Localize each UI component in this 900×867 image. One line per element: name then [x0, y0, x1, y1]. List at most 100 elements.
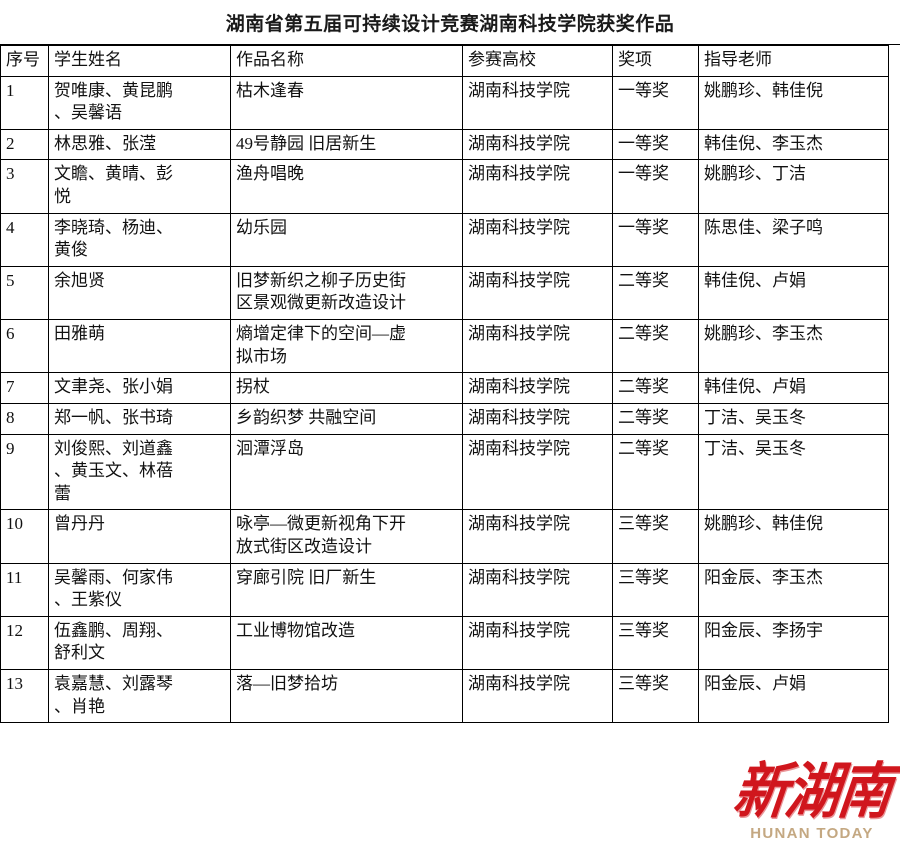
cell-work-title: 乡韵织梦 共融空间: [230, 402, 463, 435]
cell-school: 湖南科技学院: [462, 75, 613, 130]
cell-teacher: 韩佳倪、李玉杰: [698, 128, 889, 161]
cell-line: 郑一帆、张书琦: [54, 407, 173, 427]
table-row: 13 袁嘉慧、刘露琴 、肖艳 落—旧梦拾坊 湖南科技学院 三等奖 阳金辰、卢娟: [0, 669, 889, 724]
cell-line: 、吴馨语: [54, 103, 122, 123]
table-row: 8 郑一帆、张书琦 乡韵织梦 共融空间 湖南科技学院 二等奖 丁洁、吴玉冬: [0, 402, 889, 435]
watermark: 新湖南 HUNAN TODAY: [730, 758, 894, 861]
cell-student-name: 贺唯康、黄昆鹏 、吴馨语: [48, 75, 231, 130]
cell-award: 一等奖: [612, 212, 699, 267]
cell-line: 工业博物馆改造: [236, 620, 355, 640]
table-row: 11 吴馨雨、何家伟 、王紫仪 穿廊引院 旧厂新生 湖南科技学院 三等奖 阳金辰、李玉杰: [0, 562, 889, 617]
cell-line: 拐杖: [236, 377, 270, 397]
cell-line: 旧梦新织之柳子历史街: [236, 270, 406, 290]
cell-award: 一等奖: [612, 75, 699, 130]
cell-student-name: 伍鑫鹏、周翔、 舒利文: [48, 615, 231, 671]
cell-award: 三等奖: [612, 562, 699, 617]
cell-line: 吴馨雨、何家伟: [54, 567, 173, 587]
cell-index: 1: [0, 75, 49, 130]
column-header-work: 作品名称: [230, 45, 463, 77]
cell-line: 49号静园 旧居新生: [236, 133, 377, 153]
table-row: 12 伍鑫鹏、周翔、 舒利文 工业博物馆改造 湖南科技学院 三等奖 阳金辰、李扬宇: [0, 615, 889, 671]
cell-line: 放式街区改造设计: [236, 536, 372, 556]
cell-line: 舒利文: [54, 643, 105, 663]
cell-line: 悦: [54, 187, 71, 207]
column-header-award: 奖项: [612, 45, 699, 77]
cell-line: 落—旧梦拾坊: [236, 674, 338, 694]
table-row: 6 田雅萌 熵增定律下的空间—虚 拟市场 湖南科技学院 二等奖 姚鹏珍、李玉杰: [0, 319, 889, 374]
cell-school: 湖南科技学院: [462, 615, 613, 671]
cell-line: 咏亭—微更新视角下开: [236, 514, 406, 534]
cell-award: 二等奖: [612, 402, 699, 435]
cell-line: 熵增定律下的空间—虚: [236, 324, 406, 344]
watermark-chinese-text: 新湖南: [729, 758, 895, 826]
cell-index: 13: [0, 669, 49, 724]
cell-award: 三等奖: [612, 669, 699, 724]
cell-index: 9: [0, 433, 49, 511]
cell-work-title: 旧梦新织之柳子历史街 区景观微更新改造设计: [230, 265, 463, 321]
cell-line: 刘俊熙、刘道鑫: [54, 438, 173, 458]
cell-teacher: 阳金辰、卢娟: [698, 669, 889, 724]
cell-award: 一等奖: [612, 128, 699, 161]
cell-school: 湖南科技学院: [462, 128, 613, 161]
cell-index: 5: [0, 265, 49, 321]
cell-line: 渔舟唱晚: [236, 164, 304, 184]
award-results-table: 序号 学生姓名 作品名称 参赛高校 奖项 指导老师 1 贺唯康、黄昆鹏 、吴馨语 枯木…: [0, 45, 889, 724]
document-title-row: 湖南省第五届可持续设计竞赛湖南科技学院获奖作品: [0, 0, 900, 45]
cell-index: 11: [0, 562, 49, 617]
column-header-index: 序号: [0, 45, 49, 77]
cell-line: 、肖艳: [54, 696, 105, 716]
cell-student-name: 郑一帆、张书琦: [48, 402, 231, 435]
cell-school: 湖南科技学院: [462, 509, 613, 564]
cell-teacher: 姚鹏珍、李玉杰: [698, 319, 889, 374]
cell-line: 曾丹丹: [54, 514, 105, 534]
cell-teacher: 丁洁、吴玉冬: [698, 402, 889, 435]
cell-work-title: 49号静园 旧居新生: [230, 128, 463, 161]
cell-school: 湖南科技学院: [462, 669, 613, 724]
table-row: 7 文聿尧、张小娟 拐杖 湖南科技学院 二等奖 韩佳倪、卢娟: [0, 372, 889, 404]
cell-student-name: 吴馨雨、何家伟 、王紫仪: [48, 562, 231, 617]
cell-line: 李晓琦、杨迪、: [54, 217, 173, 237]
column-header-teacher: 指导老师: [698, 45, 889, 77]
cell-index: 3: [0, 159, 49, 214]
cell-work-title: 枯木逢春: [230, 75, 463, 130]
table-row: 2 林思雅、张滢 49号静园 旧居新生 湖南科技学院 一等奖 韩佳倪、李玉杰: [0, 128, 889, 161]
cell-school: 湖南科技学院: [462, 319, 613, 374]
table-row: 4 李晓琦、杨迪、 黄俊 幼乐园 湖南科技学院 一等奖 陈思佳、梁子鸣: [0, 212, 889, 267]
table-row: 3 文瞻、黄晴、彭悦渔舟唱晚 湖南科技学院 一等奖 姚鹏珍、丁洁: [0, 159, 889, 214]
cell-award: 二等奖: [612, 265, 699, 321]
cell-index: 12: [0, 615, 49, 671]
cell-line: 黄俊: [54, 240, 88, 260]
table-header: 序号 学生姓名 作品名称 参赛高校 奖项 指导老师: [0, 45, 889, 77]
page-title: 湖南省第五届可持续设计竞赛湖南科技学院获奖作品: [225, 13, 675, 35]
cell-teacher: 韩佳倪、卢娟: [698, 265, 889, 321]
cell-line: 穿廊引院 旧厂新生: [236, 567, 377, 587]
cell-line: 田雅萌: [54, 324, 105, 344]
cell-index: 4: [0, 212, 49, 267]
cell-teacher: 陈思佳、梁子鸣: [698, 212, 889, 267]
cell-line: 洄潭浮岛: [236, 438, 304, 458]
cell-school: 湖南科技学院: [462, 372, 613, 404]
column-header-school: 参赛高校: [462, 45, 613, 77]
cell-line: 、黄玉文、林蓓: [54, 461, 173, 481]
cell-award: 二等奖: [612, 319, 699, 374]
cell-school: 湖南科技学院: [462, 265, 613, 321]
cell-work-title: 渔舟唱晚: [230, 159, 463, 214]
cell-award: 二等奖: [612, 372, 699, 404]
cell-line: 林思雅、张滢: [54, 133, 156, 153]
cell-school: 湖南科技学院: [462, 433, 613, 511]
cell-line: 余旭贤: [54, 270, 105, 290]
cell-work-title: 工业博物馆改造: [230, 615, 463, 671]
table-row: 10 曾丹丹 咏亭—微更新视角下开 放式街区改造设计 湖南科技学院 三等奖 姚鹏珍、韩佳倪: [0, 509, 889, 564]
cell-line: 伍鑫鹏、周翔、: [54, 620, 173, 640]
cell-work-title: 拐杖: [230, 372, 463, 404]
cell-award: 二等奖: [612, 433, 699, 511]
cell-teacher: 阳金辰、李扬宇: [698, 615, 889, 671]
cell-school: 湖南科技学院: [462, 212, 613, 267]
cell-student-name: 袁嘉慧、刘露琴 、肖艳: [48, 669, 231, 724]
cell-teacher: 丁洁、吴玉冬: [698, 433, 889, 511]
cell-student-name: 李晓琦、杨迪、 黄俊: [48, 212, 231, 267]
cell-line: 拟市场: [236, 346, 287, 366]
cell-line: 幼乐园: [236, 217, 287, 237]
cell-index: 8: [0, 402, 49, 435]
